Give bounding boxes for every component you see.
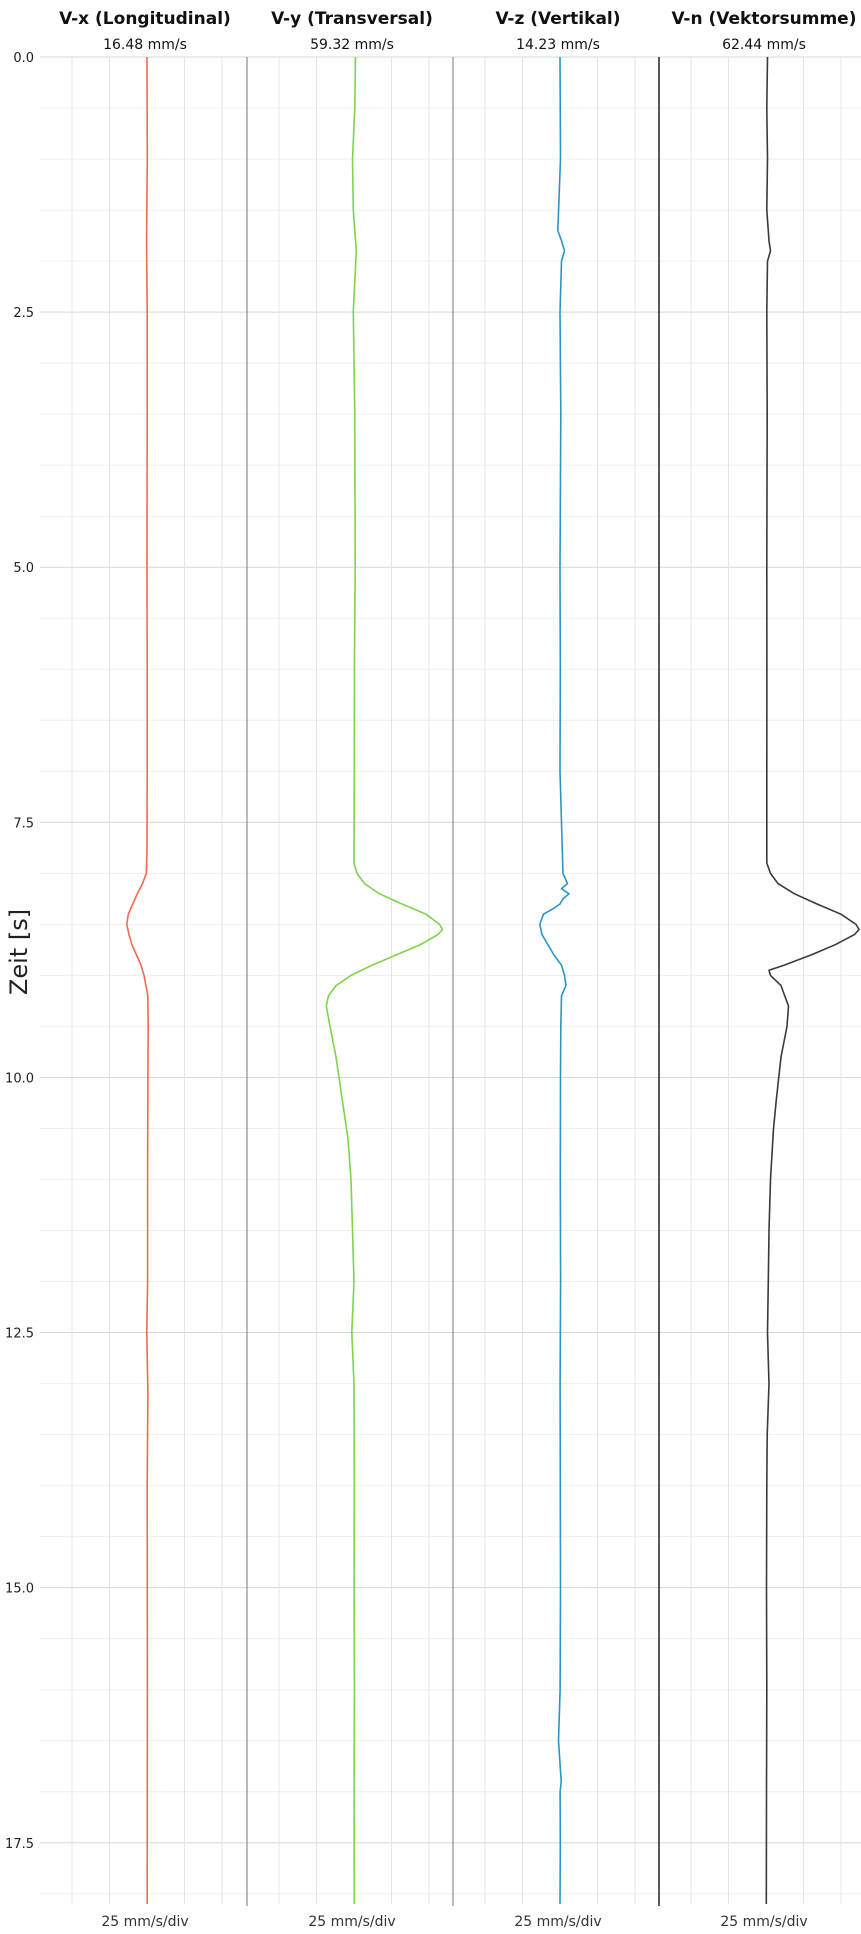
scale-label: 25 mm/s/div: [514, 1914, 601, 1930]
series-trace: [326, 57, 442, 1904]
panel-title: V-n (Vektorsumme): [672, 9, 857, 29]
scale-label: 25 mm/s/div: [101, 1914, 188, 1930]
y-tick-label: 12.5: [5, 1327, 34, 1342]
y-tick-label: 5.0: [13, 561, 34, 576]
peak-value-label: 62.44 mm/s: [722, 37, 806, 53]
panel-title: V-y (Transversal): [271, 9, 433, 29]
series-trace: [540, 57, 569, 1904]
y-axis-label: Zeit [s]: [5, 909, 33, 995]
peak-value-label: 14.23 mm/s: [516, 37, 600, 53]
series-trace: [127, 57, 148, 1904]
y-tick-label: 15.0: [5, 1582, 34, 1597]
y-tick-label: 7.5: [13, 816, 34, 831]
panel-title: V-x (Longitudinal): [59, 9, 231, 29]
y-tick-label: 17.5: [5, 1837, 34, 1852]
y-tick-label: 0.0: [13, 51, 34, 66]
grid-layer: [40, 57, 861, 1904]
scale-label: 25 mm/s/div: [308, 1914, 395, 1930]
scale-label: 25 mm/s/div: [720, 1914, 807, 1930]
peak-value-label: 59.32 mm/s: [310, 37, 394, 53]
panel-title: V-z (Vertikal): [495, 9, 620, 29]
trace-layer: [127, 57, 859, 1904]
y-tick-label: 2.5: [13, 306, 34, 321]
peak-value-label: 16.48 mm/s: [103, 37, 187, 53]
y-tick-label: 10.0: [5, 1071, 34, 1086]
series-trace: [766, 57, 859, 1904]
